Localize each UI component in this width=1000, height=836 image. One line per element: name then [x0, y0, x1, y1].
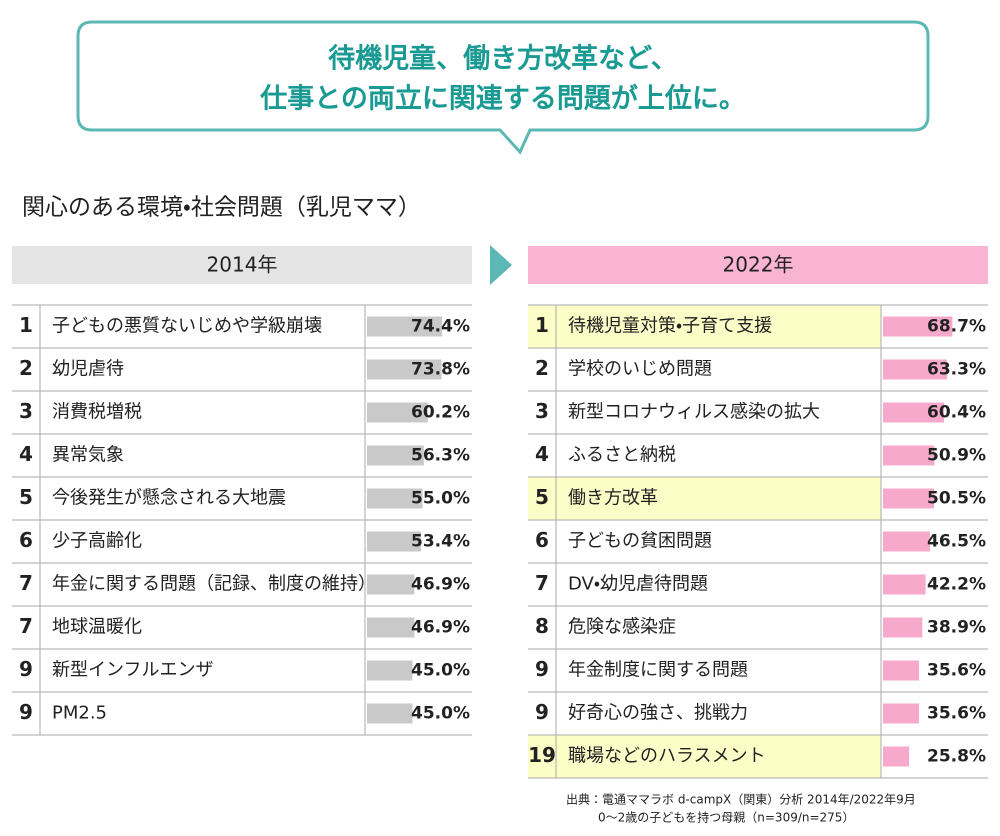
rank: 4: [535, 442, 549, 466]
row-highlight: [528, 305, 881, 348]
bar: [367, 617, 415, 638]
row-highlight: [528, 735, 881, 778]
bar: [367, 574, 415, 595]
bar: [367, 531, 421, 552]
callout-text: 待機児童、働き方改革など、: [328, 44, 678, 75]
rank: 9: [535, 657, 549, 681]
value-label: 45.0%: [411, 661, 470, 681]
heading: 関心のある環境・社会問題（乳児ママ）: [22, 195, 421, 221]
row-label: 今後発生が懸念される大地震: [52, 488, 286, 509]
bar: [367, 660, 413, 681]
row-label: 好奇心の強さ、挑戦力: [568, 703, 748, 724]
row-label: 年金制度に関する問題: [568, 660, 748, 681]
value-label: 46.9%: [411, 575, 470, 595]
row-label: 幼児虐待: [52, 359, 124, 380]
rank: 3: [535, 399, 549, 423]
value-label: 35.6%: [927, 661, 986, 681]
value-label: 50.5%: [927, 489, 986, 509]
row-label: 新型インフルエンザ: [52, 660, 213, 681]
row-label: 待機児童対策・子育て支援: [568, 316, 772, 337]
bar: [367, 402, 428, 423]
callout-text: 仕事との両立に関連する問題が上位に。: [259, 83, 746, 115]
bar: [883, 531, 930, 552]
bar: [883, 316, 953, 337]
value-label: 73.8%: [411, 360, 470, 380]
value-label: 46.9%: [411, 618, 470, 638]
row-label: 職場などのハラスメント: [568, 746, 766, 767]
row-label: 地球温暖化: [52, 617, 142, 638]
rank: 5: [19, 485, 33, 509]
rank: 3: [19, 399, 33, 423]
rank: 4: [19, 442, 33, 466]
row-label: 子どもの悪質ないじめや学級崩壊: [52, 316, 322, 337]
row-label: 年金に関する問題（記録、制度の維持）: [52, 574, 376, 595]
bar: [883, 703, 919, 724]
bar: [883, 359, 947, 380]
arrow: [490, 245, 512, 285]
row-label: 危険な感染症: [568, 617, 676, 638]
row-label: 消費税増税: [52, 402, 142, 423]
row-label: ふるさと納税: [568, 445, 676, 466]
row-label: 異常気象: [52, 445, 124, 466]
bar: [367, 359, 442, 380]
bar: [883, 617, 923, 638]
bar: [883, 574, 926, 595]
bar: [367, 316, 443, 337]
bar: [883, 445, 935, 466]
value-label: 60.2%: [411, 403, 470, 423]
bar: [883, 746, 910, 767]
value-label: 74.4%: [411, 317, 470, 337]
rank: 1: [19, 313, 33, 337]
rank: 19: [528, 743, 556, 767]
value-label: 56.3%: [411, 446, 470, 466]
value-label: 42.2%: [927, 575, 986, 595]
panel-title: 2014年: [207, 253, 278, 277]
row-label: 少子高齢化: [52, 531, 142, 552]
panel-title: 2022年: [723, 253, 794, 277]
bar: [883, 488, 935, 509]
value-label: 63.3%: [927, 360, 986, 380]
rank: 5: [535, 485, 549, 509]
bar: [367, 445, 424, 466]
callout-box: [76, 20, 930, 155]
value-label: 50.9%: [927, 446, 986, 466]
value-label: 38.9%: [927, 618, 986, 638]
row-label: DV・幼児虐待問題: [568, 574, 708, 595]
rank: 8: [535, 614, 549, 638]
rank: 9: [535, 700, 549, 724]
rank: 7: [19, 571, 33, 595]
bar: [367, 703, 413, 724]
bar: [883, 660, 919, 681]
rank: 1: [535, 313, 549, 337]
value-label: 45.0%: [411, 704, 470, 724]
panel-header: [12, 246, 472, 284]
bar: [367, 488, 423, 509]
bar: [883, 402, 945, 423]
rank: 9: [19, 657, 33, 681]
row-label: 働き方改革: [568, 488, 658, 509]
source: 0～2歳の子どもを持つ母親（n=309/n=275）: [598, 810, 854, 825]
rank: 9: [19, 700, 33, 724]
rank: 7: [19, 614, 33, 638]
value-label: 35.6%: [927, 704, 986, 724]
value-label: 25.8%: [927, 747, 986, 767]
rank: 6: [19, 528, 33, 552]
value-label: 53.4%: [411, 532, 470, 552]
row-label: 学校のいじめ問題: [568, 359, 712, 380]
value-label: 46.5%: [927, 532, 986, 552]
rank: 2: [19, 356, 33, 380]
row-label: 子どもの貧困問題: [568, 531, 712, 552]
row-label: 新型コロナウィルス感染の拡大: [568, 402, 820, 423]
value-label: 55.0%: [411, 489, 470, 509]
source: 出典：電通ママラボ d-campX（関東）分析 2014年/2022年9月: [566, 793, 916, 807]
row-highlight: [528, 477, 881, 520]
rank: 7: [535, 571, 549, 595]
value-label: 60.4%: [927, 403, 986, 423]
rank: 6: [535, 528, 549, 552]
value-label: 68.7%: [927, 317, 986, 337]
rank: 2: [535, 356, 549, 380]
row-label: PM2.5: [52, 703, 107, 724]
panel-header: [528, 246, 988, 284]
